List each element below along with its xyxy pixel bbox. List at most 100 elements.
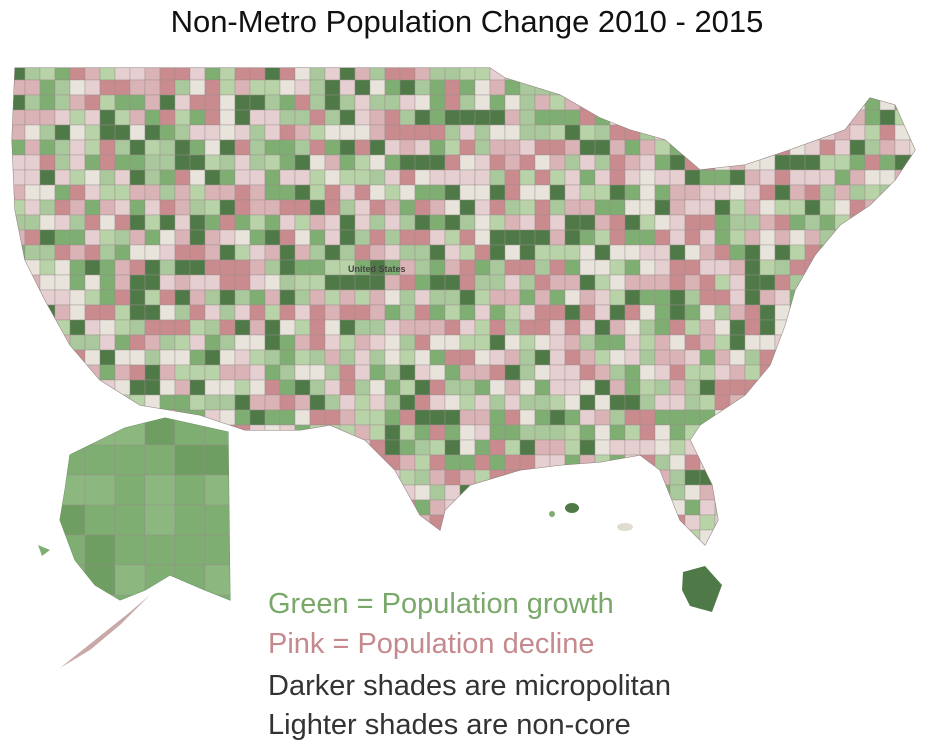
county [144,184,161,201]
county [339,304,356,321]
county [294,274,311,291]
county [174,474,206,506]
county [474,274,491,291]
county [219,289,236,306]
county [174,124,191,141]
county [204,259,221,276]
county [819,184,836,201]
county [504,499,521,516]
county [549,259,566,276]
county [39,184,56,201]
county [654,68,671,81]
county [204,334,221,351]
county [804,244,821,261]
county [894,424,911,441]
county [759,214,776,231]
county [759,199,776,216]
county [69,94,86,111]
county [504,229,521,246]
county [789,68,806,81]
county [414,544,431,545]
county [729,94,746,111]
county [12,184,26,201]
county [324,139,341,156]
county [594,514,611,531]
county [714,304,731,321]
county [489,109,506,126]
county [459,334,476,351]
county [279,349,296,366]
county [639,409,656,426]
county [174,304,191,321]
county [444,499,461,516]
county [279,244,296,261]
county [894,274,911,291]
county [504,379,521,396]
county [219,244,236,261]
county [129,214,146,231]
county [369,424,386,441]
county [624,349,641,366]
county [249,349,266,366]
county [639,379,656,396]
county [354,319,371,336]
county [459,379,476,396]
county [489,484,506,501]
county [39,499,56,516]
county [189,229,206,246]
county [324,199,341,216]
county [429,379,446,396]
county [114,184,131,201]
hawaii-island [549,511,555,517]
county [144,199,161,216]
county [414,259,431,276]
county [99,409,116,426]
county [849,154,866,171]
county [894,184,911,201]
county [144,594,176,600]
county [354,199,371,216]
county [369,469,386,486]
county [654,484,671,501]
county [324,334,341,351]
county [354,244,371,261]
county [789,184,806,201]
county [144,504,176,536]
county [609,499,626,516]
county [129,319,146,336]
county [474,199,491,216]
county [369,454,386,471]
county [69,229,86,246]
county [909,529,915,545]
county [84,184,101,201]
county [234,259,251,276]
county [339,544,356,545]
county [909,514,915,531]
county [624,154,641,171]
county [324,319,341,336]
county [84,79,101,96]
county [609,319,626,336]
county [159,79,176,96]
county [684,469,701,486]
county [699,259,716,276]
county [429,394,446,411]
county [909,454,915,471]
county [294,289,311,306]
county [129,169,146,186]
county [549,274,566,291]
county [579,68,596,81]
county [504,109,521,126]
county [534,439,551,456]
county [879,154,896,171]
county [519,68,536,81]
county [99,184,116,201]
county [84,319,101,336]
county [279,274,296,291]
county [84,139,101,156]
county [54,304,71,321]
county [144,214,161,231]
county [474,364,491,381]
county [12,364,26,381]
county [789,364,806,381]
